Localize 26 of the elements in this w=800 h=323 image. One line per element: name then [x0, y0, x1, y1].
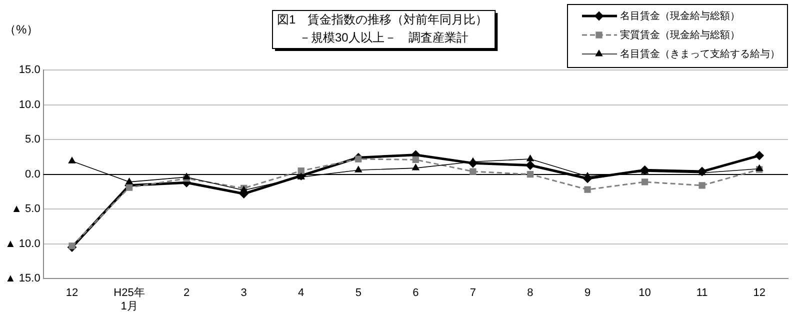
x-tick-label: 9: [584, 287, 591, 300]
y-tick-label: 5.0: [25, 134, 40, 146]
y-tick-label: ▲ 10.0: [4, 238, 40, 250]
x-tick-label: 2: [183, 287, 190, 300]
y-tick-label: ▲ 15.0: [4, 272, 40, 285]
x-tick-label: 8: [527, 287, 534, 300]
legend-label: 実質賃金（現金給与総額）: [620, 28, 740, 41]
legend-label: 名目賃金（現金給与総額）: [620, 10, 740, 22]
y-tick-label: 10.0: [18, 98, 40, 111]
y-axis-title: （%）: [4, 22, 39, 36]
x-tick-label: H25年 1月: [114, 287, 145, 312]
x-tick-label: 5: [355, 287, 362, 300]
x-tick-label: 7: [470, 287, 476, 300]
x-tick-label: 3: [240, 287, 247, 300]
x-tick-label: 12: [753, 287, 766, 300]
x-tick-label: 11: [696, 287, 708, 300]
chart-title: 図1 賃金指数の推移（対前年同月比）: [277, 12, 488, 26]
y-tick-label: 15.0: [18, 64, 40, 76]
x-tick-label: 10: [638, 287, 651, 300]
x-tick-label: 6: [412, 287, 419, 300]
y-tick-label: ▲ 5.0: [11, 203, 40, 216]
legend-label: 名目賃金（きまって支給する給与）: [620, 48, 780, 60]
chart-subtitle: －規模30人以上－ 調査産業計: [299, 30, 468, 44]
x-tick-label: 12: [66, 287, 78, 300]
y-tick-label: 0.0: [25, 168, 40, 180]
x-tick-label: 4: [298, 287, 304, 300]
